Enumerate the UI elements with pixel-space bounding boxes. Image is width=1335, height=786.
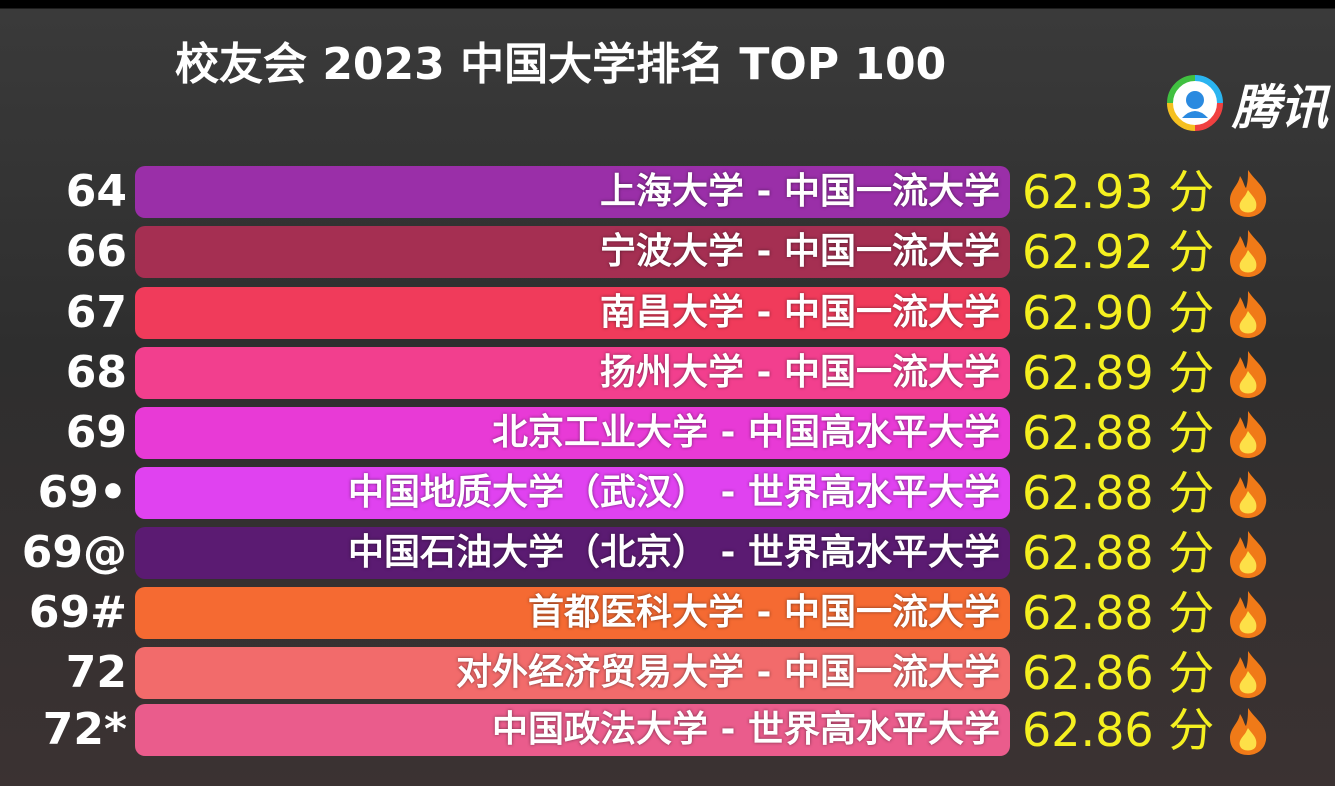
ranking-row: 69• 中国地质大学（武汉） - 世界高水平大学 62.88 分	[0, 466, 1335, 520]
bar	[135, 647, 1010, 699]
ranking-row: 67 南昌大学 - 中国一流大学 62.90 分	[0, 286, 1335, 340]
rank: 69@	[21, 527, 127, 578]
university-name: 南昌大学 - 中国一流大学	[599, 292, 1000, 333]
ranking-row: 64 上海大学 - 中国一流大学 62.93 分	[0, 165, 1335, 219]
score: 62.86 分	[1022, 703, 1215, 757]
ranking-row: 66 宁波大学 - 中国一流大学 62.92 分	[0, 225, 1335, 279]
ranking-row: 68 扬州大学 - 中国一流大学 62.89 分	[0, 346, 1335, 400]
university-name: 中国石油大学（北京） - 世界高水平大学	[347, 532, 1000, 573]
flame-icon	[1226, 168, 1270, 222]
bar	[135, 467, 1010, 519]
score: 62.93 分	[1022, 165, 1215, 219]
rank: 67	[65, 287, 127, 338]
score: 62.88 分	[1022, 466, 1215, 520]
logo-text: 腾讯	[1232, 80, 1329, 136]
university-name: 宁波大学 - 中国一流大学	[599, 231, 1000, 272]
score: 62.88 分	[1022, 526, 1215, 580]
score: 62.88 分	[1022, 406, 1215, 460]
rank: 64	[65, 166, 127, 217]
ranking-row: 69 北京工业大学 - 中国高水平大学 62.88 分	[0, 406, 1335, 460]
rank: 69#	[28, 587, 127, 638]
score: 62.90 分	[1022, 286, 1215, 340]
score: 62.88 分	[1022, 586, 1215, 640]
score: 62.92 分	[1022, 225, 1215, 279]
flame-icon	[1226, 649, 1270, 703]
rank: 69•	[37, 467, 127, 518]
flame-icon	[1226, 228, 1270, 282]
score: 62.89 分	[1022, 346, 1215, 400]
bar	[135, 347, 1010, 399]
university-name: 中国地质大学（武汉） - 世界高水平大学	[347, 472, 1000, 513]
university-name: 北京工业大学 - 中国高水平大学	[491, 412, 1000, 453]
ranking-row: 69@ 中国石油大学（北京） - 世界高水平大学 62.88 分	[0, 526, 1335, 580]
flame-icon	[1226, 409, 1270, 463]
bar	[135, 704, 1010, 756]
rank: 72	[65, 647, 127, 698]
flame-icon	[1226, 589, 1270, 643]
rank: 72*	[42, 704, 127, 755]
logo: 腾讯	[1166, 68, 1328, 138]
rank: 66	[65, 226, 127, 277]
bar	[135, 587, 1010, 639]
ranking-row: 69# 首都医科大学 - 中国一流大学 62.88 分	[0, 586, 1335, 640]
university-name: 中国政法大学 - 世界高水平大学	[491, 709, 1000, 750]
university-name: 上海大学 - 中国一流大学	[599, 171, 1000, 212]
bar	[135, 407, 1010, 459]
flame-icon	[1226, 289, 1270, 343]
bar	[135, 527, 1010, 579]
ranking-row: 72* 中国政法大学 - 世界高水平大学 62.86 分	[0, 703, 1335, 757]
flame-icon	[1226, 706, 1270, 760]
university-name: 对外经济贸易大学 - 中国一流大学	[455, 652, 1000, 693]
flame-icon	[1226, 529, 1270, 583]
rank: 69	[65, 407, 127, 458]
ranking-row: 72 对外经济贸易大学 - 中国一流大学 62.86 分	[0, 646, 1335, 700]
bar	[135, 287, 1010, 339]
university-name: 首都医科大学 - 中国一流大学	[527, 592, 1000, 633]
bar	[135, 166, 1010, 218]
score: 62.86 分	[1022, 646, 1215, 700]
university-name: 扬州大学 - 中国一流大学	[599, 352, 1000, 393]
bar	[135, 226, 1010, 278]
flame-icon	[1226, 469, 1270, 523]
flame-icon	[1226, 349, 1270, 403]
rank: 68	[65, 347, 127, 398]
logo-icon	[1167, 75, 1223, 131]
title: 校友会 2023 中国大学排名 TOP 100	[175, 39, 947, 90]
